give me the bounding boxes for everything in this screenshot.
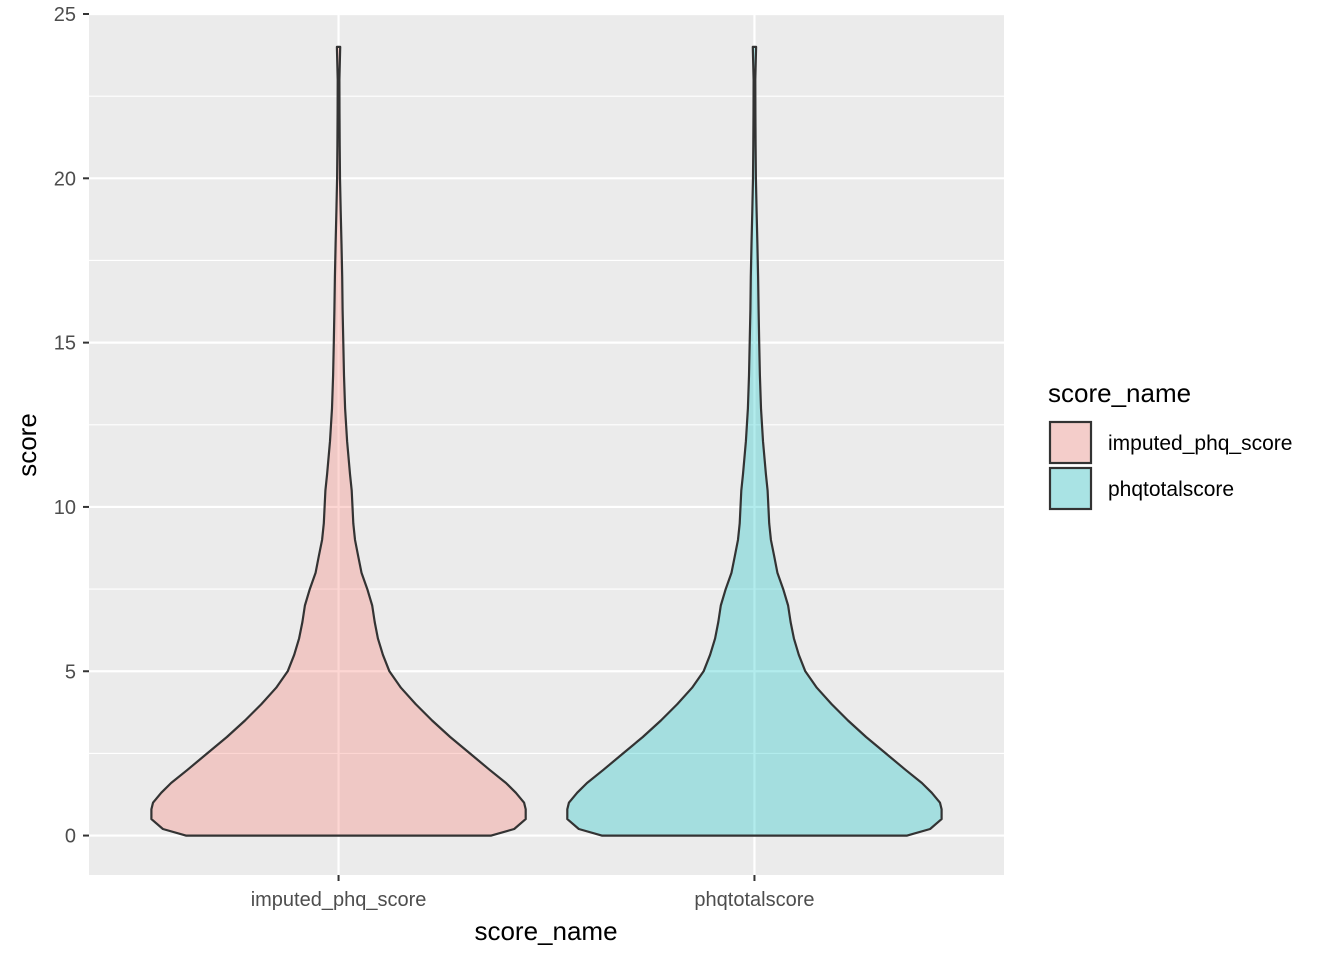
- y-tick-label: 10: [54, 497, 76, 519]
- y-axis-title: score: [12, 413, 42, 477]
- plot-panel: [89, 14, 1004, 875]
- y-tick-label: 5: [65, 661, 76, 683]
- x-axis: imputed_phq_score phqtotalscore: [251, 875, 814, 911]
- legend-key-imputed_phq_score: [1048, 420, 1093, 465]
- x-axis-title: score_name: [474, 916, 617, 946]
- legend: score_name imputed_phq_score phqtotalscor…: [1048, 378, 1292, 511]
- legend-label: phqtotalscore: [1108, 478, 1234, 501]
- legend-label: imputed_phq_score: [1108, 432, 1292, 455]
- legend-key-phqtotalscore: [1048, 466, 1093, 511]
- x-tick-label: phqtotalscore: [694, 889, 814, 911]
- y-tick-label: 20: [54, 168, 76, 190]
- legend-key-background: [1049, 421, 1092, 464]
- legend-key-background: [1049, 467, 1092, 510]
- violin-phqtotalscore: [566, 45, 943, 837]
- minor-grid: [89, 95, 1004, 754]
- violin-imputed_phq_score: [150, 45, 527, 837]
- y-tick-label: 25: [54, 4, 76, 26]
- x-tick-label: imputed_phq_score: [251, 889, 427, 911]
- major-grid: [89, 12, 1004, 875]
- legend-title: score_name: [1048, 378, 1191, 408]
- y-tick-label: 15: [54, 333, 76, 355]
- y-tick-label: 0: [65, 826, 76, 848]
- violins: [150, 45, 943, 837]
- y-axis: 0 5 10 15 20 25: [54, 4, 89, 848]
